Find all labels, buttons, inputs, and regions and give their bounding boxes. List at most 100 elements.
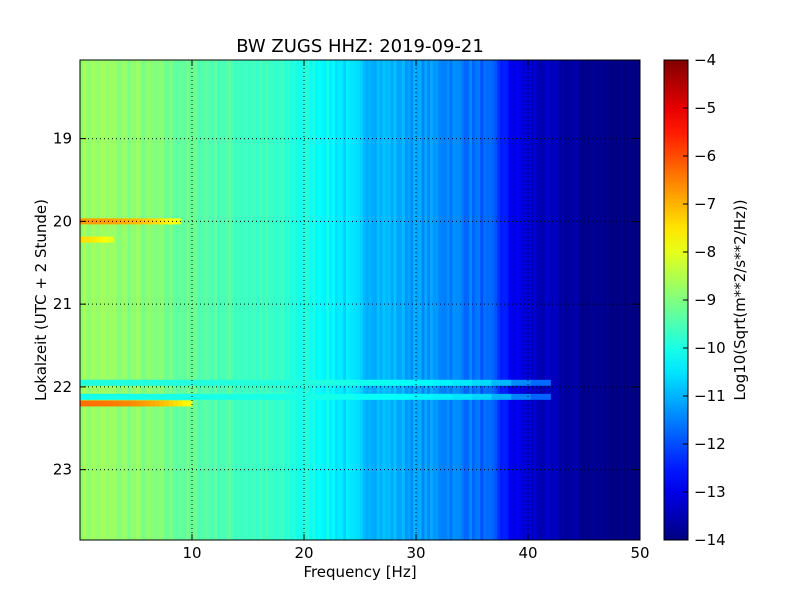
- heat-column: [155, 60, 159, 540]
- heat-column: [393, 60, 397, 540]
- event-band: [168, 400, 174, 407]
- heat-column: [382, 60, 386, 540]
- heat-column: [158, 60, 162, 540]
- heat-column: [550, 60, 554, 540]
- event-band: [84, 400, 90, 407]
- heat-column: [589, 60, 593, 540]
- heat-column: [253, 60, 257, 540]
- heat-column: [94, 60, 98, 540]
- heat-column: [175, 60, 179, 540]
- heat-column: [110, 60, 115, 540]
- event-band: [432, 379, 453, 386]
- heat-column: [116, 60, 120, 540]
- heat-column: [141, 60, 145, 540]
- y-axis-label: Lokalzeit (UTC + 2 Stunde): [32, 199, 50, 401]
- colorbar-ticks: −4 −5 −6 −7 −8 −9 −10 −11 −12 −13 −14: [683, 51, 726, 549]
- event-band: [102, 236, 105, 243]
- heat-column: [284, 60, 288, 540]
- heat-column: [421, 60, 425, 540]
- event-band: [178, 400, 184, 407]
- heat-column: [119, 60, 123, 540]
- heat-column: [113, 60, 117, 540]
- heat-column: [614, 60, 619, 540]
- heat-column: [458, 60, 462, 540]
- heat-column: [85, 60, 89, 540]
- heat-column: [438, 60, 442, 540]
- colorbar-label: Log10(Sqrt(m**2/s**2/Hz)): [731, 199, 749, 400]
- event-band: [334, 393, 355, 400]
- event-band: [88, 218, 94, 225]
- heat-column: [494, 60, 498, 540]
- heat-column: [301, 60, 305, 540]
- heat-column: [351, 60, 355, 540]
- heat-column: [287, 60, 291, 540]
- heat-column: [379, 60, 383, 540]
- event-band: [80, 236, 82, 243]
- heat-column: [628, 60, 633, 540]
- chart-title: BW ZUGS HHZ: 2019-09-21: [236, 36, 484, 57]
- heat-column: [435, 60, 439, 540]
- event-band: [119, 393, 140, 400]
- heat-column: [600, 60, 605, 540]
- heat-column: [413, 60, 417, 540]
- heat-column: [477, 60, 481, 540]
- heat-column: [343, 60, 347, 540]
- heat-column: [108, 60, 112, 540]
- event-band: [105, 236, 108, 243]
- heat-events: [80, 218, 551, 407]
- heat-column: [430, 60, 434, 540]
- event-band: [334, 379, 355, 386]
- heat-column: [270, 60, 274, 540]
- heat-column: [329, 60, 333, 540]
- event-band: [256, 379, 277, 386]
- event-band: [393, 379, 414, 386]
- event-band: [105, 218, 110, 225]
- heat-column: [612, 60, 616, 540]
- event-band: [256, 393, 277, 400]
- heat-column: [172, 60, 176, 540]
- y-tick-label: 22: [53, 378, 72, 396]
- heat-column: [332, 60, 336, 540]
- event-band: [117, 400, 123, 407]
- heat-column: [183, 60, 187, 540]
- event-band: [109, 236, 112, 243]
- heat-column: [200, 60, 204, 540]
- event-band: [84, 236, 87, 243]
- colorbar-tick-label: −12: [694, 435, 726, 453]
- heat-column: [424, 60, 428, 540]
- event-band: [354, 393, 375, 400]
- heat-column: [623, 60, 627, 540]
- heat-column: [88, 60, 92, 540]
- heat-column: [469, 60, 473, 540]
- heat-column: [133, 60, 137, 540]
- heat-column: [390, 60, 395, 540]
- heat-column: [161, 60, 165, 540]
- event-band: [491, 393, 512, 400]
- heat-column: [130, 60, 134, 540]
- heat-column: [340, 60, 344, 540]
- heat-column: [514, 60, 518, 540]
- heat-column: [474, 60, 479, 540]
- event-band: [159, 218, 165, 225]
- heat-column: [402, 60, 406, 540]
- heat-column: [262, 60, 266, 540]
- heat-column: [460, 60, 465, 540]
- heat-column: [290, 60, 294, 540]
- heat-column: [617, 60, 621, 540]
- event-band: [217, 379, 238, 386]
- heat-column: [449, 60, 453, 540]
- heat-column: [267, 60, 271, 540]
- heat-column: [584, 60, 588, 540]
- x-tick-label: 50: [630, 544, 649, 562]
- heat-column: [318, 60, 322, 540]
- heat-column: [122, 60, 126, 540]
- heat-column: [500, 60, 504, 540]
- event-band: [99, 236, 102, 243]
- event-band: [88, 236, 91, 243]
- heat-column: [326, 60, 330, 540]
- heat-column: [346, 60, 350, 540]
- heat-column: [236, 60, 241, 540]
- heat-column: [427, 60, 431, 540]
- event-band: [98, 236, 101, 243]
